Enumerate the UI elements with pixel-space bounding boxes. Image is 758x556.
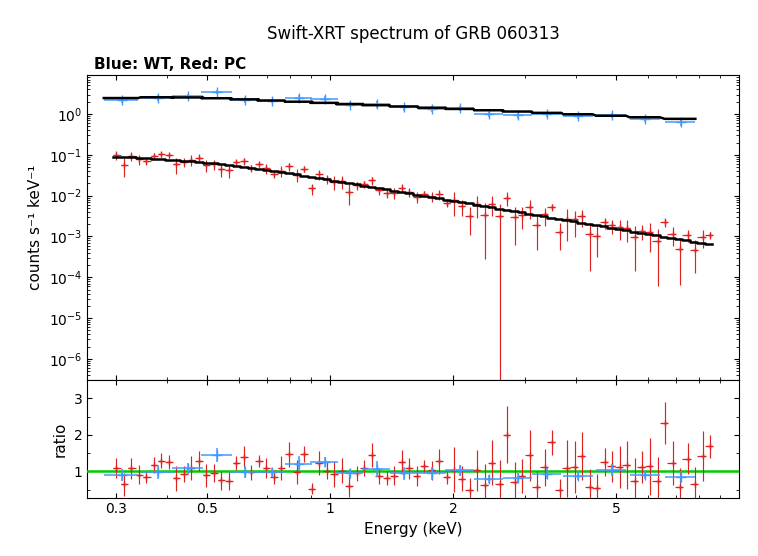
Text: Blue: WT, Red: PC: Blue: WT, Red: PC [94, 57, 246, 72]
Y-axis label: counts s⁻¹ keV⁻¹: counts s⁻¹ keV⁻¹ [28, 165, 43, 290]
X-axis label: Energy (keV): Energy (keV) [364, 522, 462, 537]
Text: Swift-XRT spectrum of GRB 060313: Swift-XRT spectrum of GRB 060313 [267, 25, 559, 43]
Y-axis label: ratio: ratio [53, 421, 68, 456]
